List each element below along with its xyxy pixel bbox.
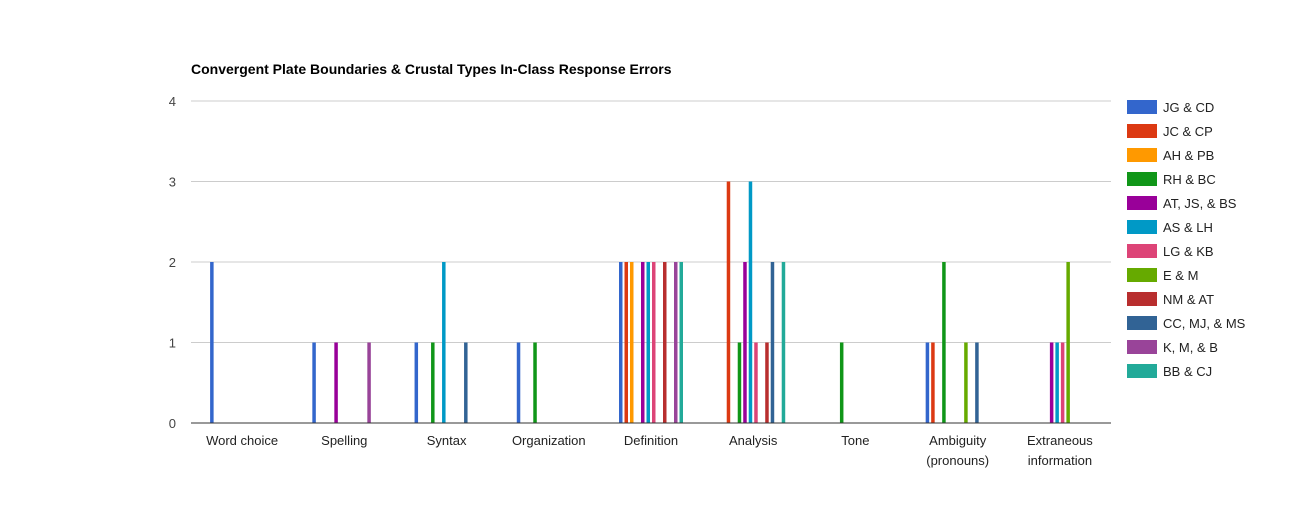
legend-swatch — [1127, 244, 1157, 258]
x-tick-label: Spelling — [321, 433, 367, 448]
legend-swatch — [1127, 364, 1157, 378]
legend-swatch — [1127, 124, 1157, 138]
bar[interactable] — [754, 342, 758, 424]
bar[interactable] — [1060, 342, 1065, 424]
legend-item[interactable]: JC & CP — [1127, 124, 1213, 139]
bar[interactable] — [839, 342, 844, 424]
bar[interactable] — [516, 342, 521, 424]
bar[interactable] — [942, 262, 946, 423]
legend[interactable]: JG & CD JC & CP AH & PB RH & BC AT, JS, & BS… — [1127, 100, 1246, 379]
y-axis: 0 1 2 3 4 — [169, 94, 176, 431]
legend-item[interactable]: JG & CD — [1127, 100, 1214, 115]
legend-item[interactable]: CC, MJ, & MS — [1127, 316, 1246, 331]
x-tick-label: Tone — [841, 433, 869, 448]
legend-swatch — [1127, 148, 1157, 162]
y-tick-label: 3 — [169, 175, 176, 190]
legend-swatch — [1127, 340, 1157, 354]
bar[interactable] — [630, 262, 634, 423]
y-tick-label: 1 — [169, 336, 176, 351]
legend-label: BB & CJ — [1163, 364, 1212, 379]
legend-item[interactable]: AT, JS, & BS — [1127, 196, 1237, 211]
legend-label: RH & BC — [1163, 172, 1216, 187]
bar[interactable] — [1055, 342, 1059, 424]
bar[interactable] — [367, 342, 371, 424]
x-tick-label: Ambiguity — [929, 433, 987, 448]
x-tick-label: Word choice — [206, 433, 278, 448]
legend-item[interactable]: E & M — [1127, 268, 1198, 283]
bar[interactable] — [619, 262, 623, 423]
bar[interactable] — [334, 342, 338, 424]
bar[interactable] — [210, 262, 214, 423]
legend-item[interactable]: LG & KB — [1127, 244, 1214, 259]
bar[interactable] — [737, 342, 742, 424]
bar[interactable] — [964, 342, 968, 424]
bar[interactable] — [1066, 262, 1070, 423]
legend-swatch — [1127, 220, 1157, 234]
bars — [210, 181, 1070, 424]
legend-label: AH & PB — [1163, 148, 1214, 163]
x-axis: Word choice Spelling Syntax Organization Def… — [206, 433, 1093, 468]
bar[interactable] — [931, 342, 935, 424]
bar[interactable] — [624, 262, 629, 423]
legend-label: K, M, & B — [1163, 340, 1218, 355]
legend-swatch — [1127, 196, 1157, 210]
bar[interactable] — [442, 262, 446, 423]
bar[interactable] — [674, 262, 678, 423]
legend-label: AS & LH — [1163, 220, 1213, 235]
legend-label: E & M — [1163, 268, 1198, 283]
legend-label: NM & AT — [1163, 292, 1214, 307]
x-tick-label: Syntax — [427, 433, 467, 448]
y-tick-label: 4 — [169, 94, 176, 109]
legend-swatch — [1127, 292, 1157, 306]
legend-item[interactable]: AH & PB — [1127, 148, 1214, 163]
legend-label: JG & CD — [1163, 100, 1214, 115]
bar[interactable] — [533, 342, 537, 424]
chart-title: Convergent Plate Boundaries & Crustal Ty… — [191, 61, 672, 77]
x-tick-label: Organization — [512, 433, 586, 448]
bar[interactable] — [464, 342, 468, 424]
bar[interactable] — [743, 262, 747, 423]
bar[interactable] — [663, 262, 667, 423]
y-tick-label: 2 — [169, 255, 176, 270]
bar[interactable] — [975, 342, 979, 424]
bar[interactable] — [925, 342, 930, 424]
x-tick-label: Definition — [624, 433, 678, 448]
legend-item[interactable]: RH & BC — [1127, 172, 1216, 187]
bar[interactable] — [1049, 342, 1054, 424]
bar[interactable] — [726, 181, 731, 424]
bar[interactable] — [646, 262, 651, 423]
legend-item[interactable]: NM & AT — [1127, 292, 1214, 307]
bar[interactable] — [652, 262, 656, 423]
x-tick-label: Analysis — [729, 433, 778, 448]
legend-label: AT, JS, & BS — [1163, 196, 1237, 211]
gridlines — [191, 100, 1111, 343]
legend-label: LG & KB — [1163, 244, 1214, 259]
bar[interactable] — [641, 262, 645, 423]
legend-item[interactable]: K, M, & B — [1127, 340, 1218, 355]
bar[interactable] — [781, 262, 786, 423]
x-tick-label: (pronouns) — [926, 453, 989, 468]
x-tick-label: information — [1028, 453, 1092, 468]
bar[interactable] — [748, 181, 753, 424]
legend-item[interactable]: AS & LH — [1127, 220, 1213, 235]
legend-label: JC & CP — [1163, 124, 1213, 139]
x-tick-label: Extraneous — [1027, 433, 1093, 448]
bar[interactable] — [414, 342, 419, 424]
bar[interactable] — [679, 262, 684, 423]
legend-swatch — [1127, 268, 1157, 282]
bar[interactable] — [770, 262, 775, 423]
bar[interactable] — [431, 342, 435, 424]
y-tick-label: 0 — [169, 416, 176, 431]
bar[interactable] — [312, 342, 316, 424]
legend-swatch — [1127, 100, 1157, 114]
legend-item[interactable]: BB & CJ — [1127, 364, 1212, 379]
legend-swatch — [1127, 316, 1157, 330]
legend-swatch — [1127, 172, 1157, 186]
legend-label: CC, MJ, & MS — [1163, 316, 1246, 331]
bar[interactable] — [765, 342, 769, 424]
